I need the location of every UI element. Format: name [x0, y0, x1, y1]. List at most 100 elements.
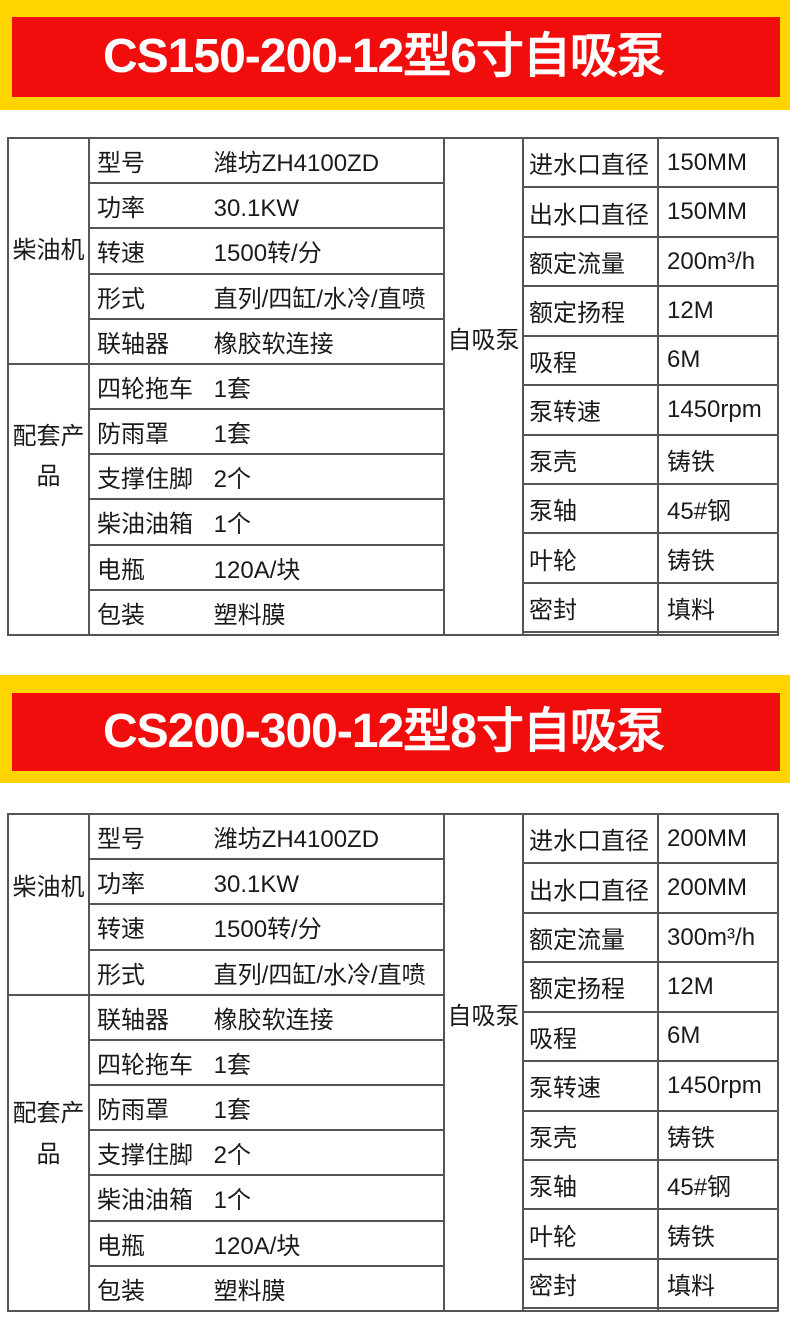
- spec-value: 150MM: [657, 136, 779, 189]
- spec-label: 泵轴: [522, 1158, 659, 1211]
- table-row: 额定流量 200m³/h: [444, 235, 779, 288]
- spec-value: 200m³/h: [657, 235, 779, 288]
- spec-label: 联轴器: [97, 330, 169, 358]
- spec-label: 形式: [97, 285, 145, 313]
- empty-cell: [522, 1307, 659, 1312]
- spec-value: 直列/四缸/水冷/直喷: [213, 961, 426, 989]
- spec-value: 橡胶软连接: [213, 1006, 334, 1034]
- table-row: 吸程 6M: [444, 1010, 779, 1063]
- spec-value: 塑料膜: [213, 601, 286, 629]
- spec-value: 1450rpm: [657, 1060, 779, 1112]
- empty-cell: [657, 1307, 779, 1312]
- table-row: 出水口直径 150MM: [444, 186, 779, 238]
- spec-label: 额定流量: [522, 235, 659, 288]
- spec-label: 电瓶: [97, 1232, 145, 1260]
- table-row: 自吸泵 进水口直径 200MM: [443, 812, 779, 1312]
- table-row: 叶轮 铸铁: [444, 1208, 779, 1260]
- spec-label: 泵壳: [522, 1109, 659, 1161]
- spec-value: 30.1KW: [213, 195, 300, 223]
- spec-value: 6M: [657, 334, 779, 387]
- spec-label: 进水口直径: [522, 136, 659, 189]
- spec-value: 45#钢: [657, 482, 779, 535]
- spec-label: 防雨罩: [97, 1097, 169, 1125]
- spec-label: 额定流量: [522, 911, 659, 964]
- spec-value: 潍坊ZH4100ZD: [213, 150, 380, 178]
- banner-band-1: CS150-200-12型6寸自吸泵: [0, 0, 790, 110]
- table-row: 防雨罩 1套: [8, 408, 445, 456]
- spec-value: 橡胶软连接: [213, 330, 334, 358]
- product-1-spec: 柴油机 型号 潍坊ZH4100ZD 功率 30.1KW 转速 1500转/分 形…: [7, 136, 779, 637]
- spec-label: 包装: [97, 1277, 145, 1305]
- spec-label: 额定扬程: [522, 285, 659, 337]
- spec-value: 200MM: [657, 812, 779, 865]
- table-row: 自吸泵 进水口直径 150MM: [443, 136, 779, 636]
- accessory-group-label: 配套产品: [7, 362, 90, 637]
- spec-value: 1450rpm: [657, 384, 779, 436]
- table-row: 叶轮 铸铁: [444, 532, 779, 584]
- table-row: 密封 填料: [444, 581, 779, 634]
- spec-label: 包装: [97, 601, 145, 629]
- spec-value: 1套: [213, 1097, 252, 1125]
- spec-label: 泵转速: [522, 384, 659, 436]
- table-row: 功率 30.1KW: [8, 182, 445, 230]
- spec-label: 柴油油箱: [97, 511, 193, 539]
- spec-label: 联轴器: [97, 1006, 169, 1034]
- spec-value: 1个: [213, 1187, 252, 1215]
- table-row: 电瓶 120A/块: [8, 1219, 445, 1267]
- spec-label: 吸程: [522, 334, 659, 387]
- spec-value: 2个: [213, 466, 252, 494]
- spec-label: 密封: [522, 1257, 659, 1310]
- table-row: 电瓶 120A/块: [8, 543, 445, 591]
- spec-value: 150MM: [657, 186, 779, 238]
- spec-label: 型号: [97, 826, 145, 854]
- spec-label: 支撑住脚: [97, 466, 193, 494]
- banner-band-2: CS200-300-12型8寸自吸泵: [0, 675, 790, 783]
- engine-group-label: 柴油机: [7, 813, 90, 996]
- spec-value: 200MM: [657, 862, 779, 914]
- spec-label: 密封: [522, 581, 659, 634]
- spec-value: 120A/块: [213, 1232, 301, 1260]
- table-row: 支撑住脚 2个: [8, 1129, 445, 1177]
- engine-group-label: 柴油机: [7, 137, 90, 365]
- spec-label: 泵轴: [522, 482, 659, 535]
- table-row: 形式 直列/四缸/水冷/直喷: [8, 272, 445, 320]
- table-row: 泵壳 铸铁: [444, 433, 779, 485]
- product-1-title: CS150-200-12型6寸自吸泵: [103, 30, 665, 83]
- empty-cell: [657, 631, 779, 636]
- spec-label: 电瓶: [97, 556, 145, 584]
- spec-value: 30.1KW: [213, 871, 300, 899]
- spec-label: 叶轮: [522, 532, 659, 584]
- spec-value: 300m³/h: [657, 911, 779, 964]
- spec-value: 填料: [657, 1257, 779, 1310]
- spec-label: 叶轮: [522, 1208, 659, 1260]
- spec-value: 塑料膜: [213, 1277, 286, 1305]
- spec-label: 防雨罩: [97, 421, 169, 449]
- spec-value: 12M: [657, 285, 779, 337]
- pump-group-label: 自吸泵: [443, 137, 524, 636]
- product-2-title: CS200-300-12型8寸自吸泵: [103, 705, 665, 758]
- table-row: 泵壳 铸铁: [444, 1109, 779, 1161]
- spec-label: 四轮拖车: [97, 375, 193, 403]
- spec-label: 吸程: [522, 1010, 659, 1063]
- spec-label: 转速: [97, 916, 145, 944]
- table-row: 转速 1500转/分: [8, 227, 445, 275]
- spec-label: 功率: [97, 195, 145, 223]
- table-row: 配套产品 四轮拖车 1套: [7, 362, 445, 637]
- table-row: 形式 直列/四缸/水冷/直喷: [8, 948, 445, 996]
- product-2-left-spec-table: 柴油机 型号 潍坊ZH4100ZD 功率 30.1KW 转速 1500转/分 形…: [7, 812, 445, 1313]
- table-row: 配套产品 联轴器 橡胶软连接: [7, 993, 445, 1313]
- table-row: 额定流量 300m³/h: [444, 911, 779, 964]
- spec-value: 12M: [657, 961, 779, 1013]
- table-row: 功率 30.1KW: [8, 858, 445, 906]
- table-row: 泵轴 45#钢: [444, 482, 779, 535]
- spec-value: 潍坊ZH4100ZD: [213, 826, 380, 854]
- spec-value: 6M: [657, 1010, 779, 1063]
- spec-label: 型号: [97, 150, 145, 178]
- spec-value: 1500转/分: [213, 240, 322, 268]
- product-2-spec: 柴油机 型号 潍坊ZH4100ZD 功率 30.1KW 转速 1500转/分 形…: [7, 812, 779, 1313]
- spec-value: 铸铁: [657, 1208, 779, 1260]
- empty-cell: [522, 631, 659, 636]
- table-row: 柴油油箱 1个: [8, 1174, 445, 1222]
- product-2-pump-spec-table: 自吸泵 进水口直径 200MM 出水口直径 200MM 额定流量 300m³/h…: [443, 812, 779, 1312]
